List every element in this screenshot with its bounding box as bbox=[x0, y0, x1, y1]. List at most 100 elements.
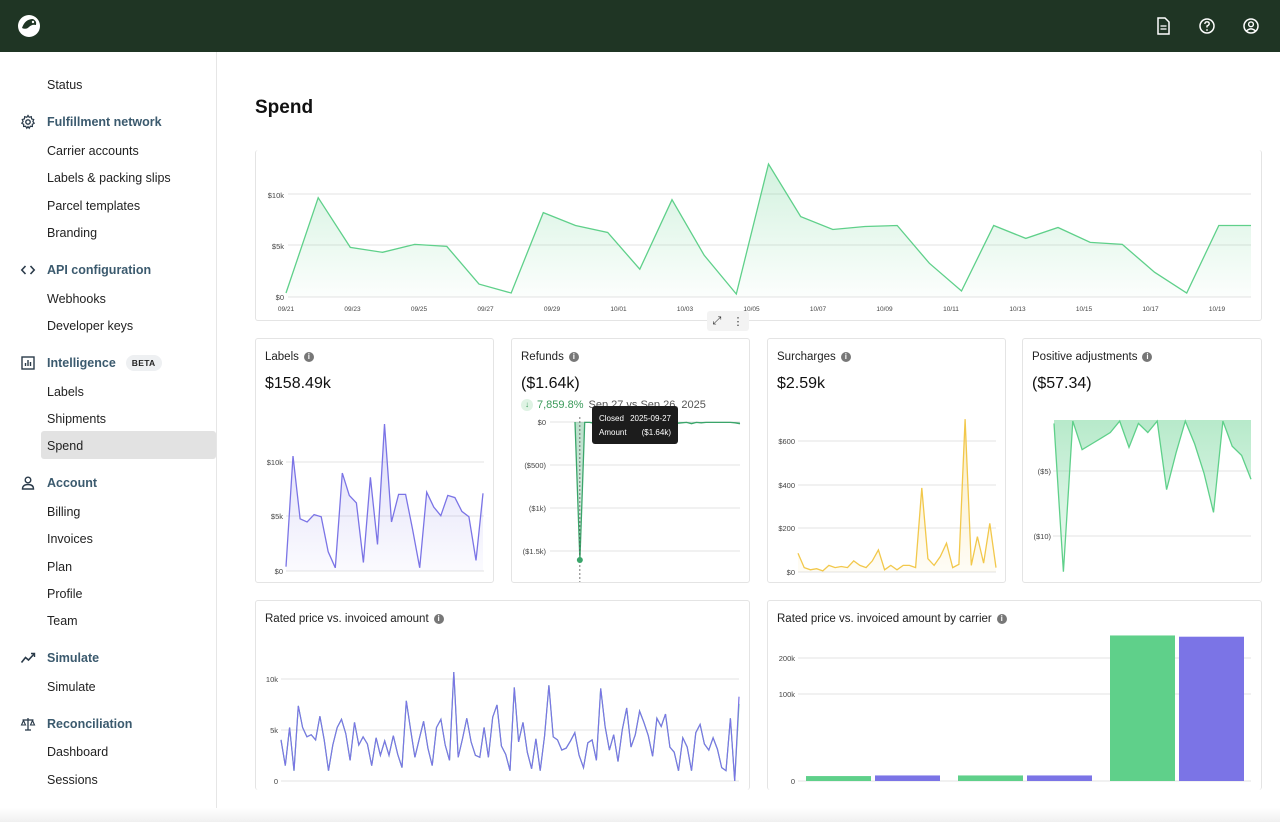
refund-tooltip: Closed 2025-09-27 Amount ($1.64k) bbox=[592, 406, 678, 444]
y-tick: 100k bbox=[779, 690, 796, 699]
rated-by-carrier-chart[interactable]: 200k 100k 0 bbox=[768, 629, 1261, 789]
beaver-logo-icon[interactable] bbox=[16, 13, 42, 39]
card-title: Labels bbox=[265, 351, 299, 363]
sidebar-section-simulate[interactable]: Simulate bbox=[20, 648, 99, 668]
sidebar-section-reconciliation[interactable]: Reconciliation bbox=[20, 714, 132, 734]
card-value: ($1.64k) bbox=[521, 375, 580, 392]
sidebar-section-fulfillment[interactable]: Fulfillment network bbox=[20, 112, 162, 132]
series-line bbox=[280, 671, 740, 782]
document-icon[interactable] bbox=[1152, 15, 1174, 37]
info-icon[interactable]: i bbox=[996, 614, 1007, 624]
card-value: $2.59k bbox=[777, 375, 826, 392]
labels-chart[interactable]: $10k $5k $0 bbox=[256, 422, 493, 582]
bar bbox=[1027, 775, 1092, 781]
card-label: Positive adjustments i bbox=[1032, 351, 1153, 363]
chart-icon bbox=[21, 356, 35, 370]
tooltip-closed-label: Closed bbox=[599, 414, 624, 423]
area-fill bbox=[286, 424, 483, 571]
info-icon[interactable]: i bbox=[840, 352, 851, 362]
help-icon[interactable] bbox=[1196, 15, 1218, 37]
sidebar-item-webhooks[interactable]: Webhooks bbox=[47, 292, 106, 306]
card-label: Surcharges i bbox=[777, 351, 851, 363]
sidebar-item-carrier-accounts[interactable]: Carrier accounts bbox=[47, 144, 139, 158]
bar bbox=[806, 776, 871, 781]
trend-icon bbox=[20, 652, 36, 663]
x-tick: 10/17 bbox=[1142, 306, 1159, 313]
sidebar-section-account[interactable]: Account bbox=[20, 473, 97, 493]
surcharges-card: Surcharges i $2.59k $600 $400 $200 $0 bbox=[767, 338, 1006, 583]
beta-badge: BETA bbox=[125, 355, 162, 371]
card-title: Rated price vs. invoiced amount by carri… bbox=[777, 613, 992, 625]
sidebar-section-intelligence[interactable]: Intelligence BETA bbox=[20, 353, 162, 373]
x-tick: 10/01 bbox=[610, 306, 627, 313]
rated-vs-invoiced-chart[interactable]: 10k 5k 0 bbox=[256, 629, 749, 789]
tooltip-amount-value: ($1.64k) bbox=[641, 428, 671, 437]
surcharges-chart[interactable]: $600 $400 $200 $0 bbox=[768, 417, 1005, 582]
info-icon[interactable]: i bbox=[1142, 352, 1153, 362]
y-tick: $400 bbox=[778, 481, 795, 490]
sidebar-active-highlight bbox=[41, 431, 216, 459]
sidebar-item-branding[interactable]: Branding bbox=[47, 226, 98, 240]
sidebar-item-spend[interactable]: Spend bbox=[47, 439, 84, 453]
bar bbox=[958, 775, 1023, 781]
sidebar-item-invoices[interactable]: Invoices bbox=[47, 532, 93, 546]
spend-chart-card: $10k $5k $0 09/21 09/23 09/25 09/27 09/29 10/… bbox=[255, 150, 1262, 321]
sidebar-section-label: Reconciliation bbox=[47, 717, 133, 731]
scale-icon bbox=[20, 718, 36, 731]
y-tick: 0 bbox=[791, 777, 795, 786]
arrow-down-icon: ↓ bbox=[521, 399, 533, 411]
sidebar: Status Fulfillment network Carrier accou… bbox=[0, 52, 217, 822]
sidebar-section-label: API configuration bbox=[47, 263, 152, 277]
x-tick: 10/11 bbox=[943, 306, 959, 313]
spend-chart[interactable]: $10k $5k $0 09/21 09/23 09/25 09/27 09/29 10/… bbox=[256, 150, 1261, 320]
bar bbox=[1110, 635, 1175, 781]
card-title: Refunds bbox=[521, 351, 564, 363]
info-icon[interactable]: i bbox=[303, 352, 314, 362]
sidebar-item-shipments[interactable]: Shipments bbox=[47, 412, 107, 426]
chart-toolbar: ⤢ ⋮ bbox=[707, 311, 749, 331]
x-tick: 10/03 bbox=[677, 306, 694, 313]
delta-percent: 7,859.8% bbox=[537, 399, 584, 411]
tooltip-closed-value: 2025-09-27 bbox=[630, 414, 671, 423]
x-tick: 09/23 bbox=[344, 306, 361, 313]
sidebar-item-parcel-templates[interactable]: Parcel templates bbox=[47, 199, 141, 213]
sidebar-item-profile[interactable]: Profile bbox=[47, 587, 83, 601]
card-label: Rated price vs. invoiced amount i bbox=[265, 613, 444, 625]
info-icon[interactable]: i bbox=[568, 352, 579, 362]
series-line bbox=[797, 419, 997, 572]
card-label: Labels i bbox=[265, 351, 314, 363]
info-icon[interactable]: i bbox=[433, 614, 444, 624]
sidebar-item-labels[interactable]: Labels bbox=[47, 385, 84, 399]
sidebar-item-plan[interactable]: Plan bbox=[47, 560, 73, 574]
series-line bbox=[285, 162, 1251, 296]
sidebar-item-billing[interactable]: Billing bbox=[47, 505, 81, 519]
card-value: ($57.34) bbox=[1032, 375, 1092, 392]
y-tick: $10k bbox=[268, 191, 285, 200]
x-tick: 09/27 bbox=[477, 306, 494, 313]
card-label: Rated price vs. invoiced amount by carri… bbox=[777, 613, 1007, 625]
positive-adjustments-chart[interactable]: ($5) ($10) bbox=[1023, 417, 1261, 582]
sidebar-item-sessions[interactable]: Sessions bbox=[47, 773, 98, 787]
y-tick: $0 bbox=[276, 293, 284, 302]
positive-adjustments-card: Positive adjustments i ($57.34) ($5) ($10… bbox=[1022, 338, 1262, 583]
y-tick: ($10) bbox=[1033, 532, 1051, 541]
y-tick: 5k bbox=[270, 726, 278, 735]
sidebar-item-team[interactable]: Team bbox=[47, 614, 78, 628]
sidebar-section-api[interactable]: API configuration bbox=[20, 260, 151, 280]
x-tick: 10/09 bbox=[876, 306, 893, 313]
sidebar-section-label: Account bbox=[47, 476, 97, 490]
user-icon[interactable] bbox=[1240, 15, 1262, 37]
gear-icon bbox=[20, 114, 36, 130]
sidebar-item-labels-packing-slips[interactable]: Labels & packing slips bbox=[47, 171, 171, 185]
more-options-icon[interactable]: ⋮ bbox=[732, 315, 744, 328]
hover-point bbox=[576, 556, 583, 563]
card-title: Positive adjustments bbox=[1032, 351, 1138, 363]
sidebar-item-simulate[interactable]: Simulate bbox=[47, 680, 96, 694]
sidebar-item-dashboard[interactable]: Dashboard bbox=[47, 745, 109, 759]
code-icon bbox=[20, 265, 36, 275]
y-tick: 200k bbox=[779, 654, 796, 663]
sidebar-item-developer-keys[interactable]: Developer keys bbox=[47, 319, 134, 333]
expand-icon[interactable]: ⤢ bbox=[712, 314, 722, 327]
y-tick: $5k bbox=[271, 512, 283, 521]
sidebar-item-status[interactable]: Status bbox=[47, 78, 83, 92]
